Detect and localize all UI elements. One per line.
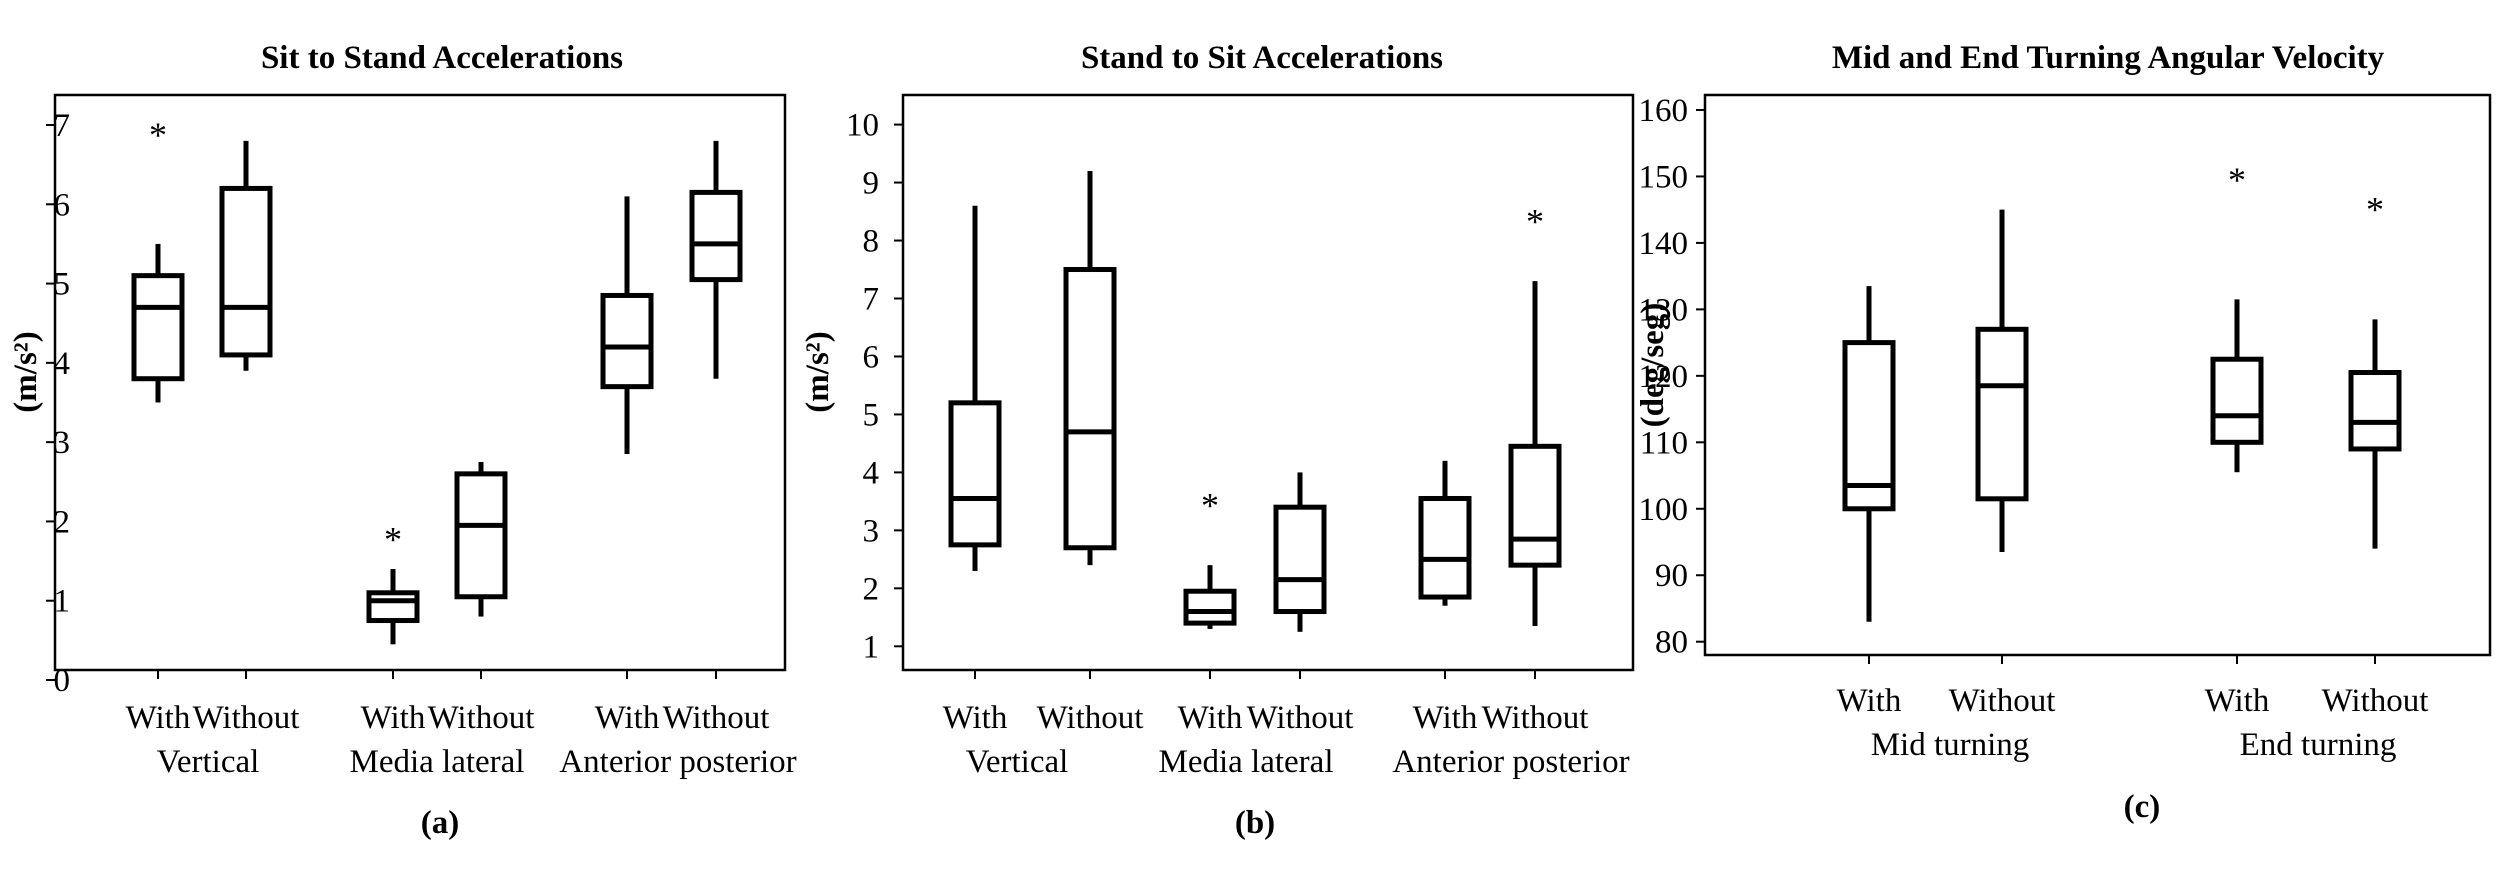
panel-1: Stand to Sit Accelerations (m/s²) (b) 1 2 3 4 5… — [800, 40, 1635, 841]
box-iqr — [1183, 588, 1237, 626]
chart-title: Stand to Sit Accelerations — [1081, 40, 1443, 76]
y-tick-label: 6 — [54, 187, 71, 223]
y-tick-label: 1 — [54, 584, 71, 620]
y-tick-label: 10 — [846, 108, 879, 144]
y-tick-label: 4 — [863, 455, 880, 491]
panel-label: (c) — [2124, 789, 2161, 825]
y-tick-label: 150 — [1639, 159, 1689, 195]
panel-label: (b) — [1235, 805, 1275, 841]
box-iqr — [689, 189, 743, 283]
category-label: With — [943, 700, 1008, 736]
group-label: End turning — [2240, 727, 2397, 763]
outlier-marker: * — [149, 115, 167, 155]
y-axis-label: (m/s²) — [800, 331, 836, 412]
y-tick-label: 140 — [1639, 226, 1689, 262]
panel-0: Sit to Stand Accelerations (m/s²) (a) 0 1 2 3 4… — [8, 40, 797, 841]
y-tick-label: 5 — [863, 397, 880, 433]
category-label: With — [126, 700, 191, 736]
y-tick-label: 0 — [54, 663, 71, 699]
outlier-marker: * — [1201, 486, 1219, 526]
box-iqr — [1508, 443, 1562, 568]
group-label: Vertical — [157, 744, 260, 780]
y-tick-label: 100 — [1639, 492, 1689, 528]
y-tick-label: 160 — [1639, 93, 1689, 129]
box-iqr — [1975, 326, 2029, 502]
category-label: Without — [1482, 700, 1589, 736]
box-iqr — [366, 590, 420, 624]
y-tick-label: 2 — [54, 504, 71, 540]
category-label: Without — [2322, 683, 2429, 719]
y-tick-label: 80 — [1655, 625, 1688, 661]
plot-frame — [53, 93, 787, 672]
outlier-marker: * — [2228, 160, 2246, 200]
category-label: Without — [428, 700, 535, 736]
box-iqr — [948, 400, 1002, 548]
y-tick-label: 1 — [863, 629, 880, 665]
box-iqr — [454, 471, 508, 600]
panel-2: Mid and End Turning Angular Velocity (deg… — [1635, 40, 2492, 825]
box-iqr — [1418, 495, 1472, 600]
category-label: Without — [193, 700, 300, 736]
y-axis-label: (m/s²) — [8, 331, 44, 412]
category-label: With — [1178, 700, 1243, 736]
outlier-marker: * — [2366, 190, 2384, 230]
chart-title: Sit to Stand Accelerations — [261, 40, 623, 76]
category-label: With — [1837, 683, 1902, 719]
group-label: Vertical — [966, 744, 1069, 780]
y-tick-label: 3 — [54, 425, 71, 461]
category-label: Without — [1037, 700, 1144, 736]
box-iqr — [1842, 340, 1896, 512]
plot-frame — [901, 93, 1635, 672]
y-tick-label: 3 — [863, 513, 880, 549]
y-tick-label: 5 — [54, 267, 71, 303]
outlier-marker: * — [384, 519, 402, 559]
category-label: With — [2205, 683, 2270, 719]
panel-label: (a) — [421, 805, 459, 841]
y-tick-label: 2 — [863, 571, 880, 607]
y-tick-label: 7 — [54, 108, 71, 144]
group-label: Media lateral — [350, 744, 525, 780]
outlier-marker: * — [1526, 202, 1544, 242]
box-iqr — [1063, 267, 1117, 551]
y-tick-label: 110 — [1640, 425, 1688, 461]
group-label: Anterior posterior — [1392, 744, 1629, 780]
y-tick-label: 90 — [1655, 558, 1688, 594]
category-label: Without — [1949, 683, 2056, 719]
y-tick-label: 120 — [1639, 359, 1689, 395]
group-label: Mid turning — [1871, 727, 2030, 763]
category-label: Without — [1247, 700, 1354, 736]
box-iqr — [2348, 370, 2402, 452]
y-axis-label: (deg/seg) — [1635, 303, 1671, 428]
group-label: Anterior posterior — [559, 744, 796, 780]
box-iqr — [219, 185, 273, 358]
y-tick-label: 8 — [863, 224, 880, 260]
box-iqr — [600, 292, 654, 390]
category-label: With — [1413, 700, 1478, 736]
box-iqr — [1273, 504, 1327, 615]
chart-title: Mid and End Turning Angular Velocity — [1832, 40, 2385, 76]
box-iqr — [2210, 356, 2264, 445]
category-label: Without — [663, 700, 770, 736]
box-iqr — [131, 273, 185, 382]
category-label: With — [361, 700, 426, 736]
group-label: Media lateral — [1159, 744, 1334, 780]
y-tick-label: 6 — [863, 339, 880, 375]
category-label: With — [595, 700, 660, 736]
y-tick-label: 7 — [863, 281, 880, 317]
y-tick-label: 9 — [863, 166, 880, 202]
y-tick-label: 4 — [54, 346, 71, 382]
y-tick-label: 130 — [1639, 292, 1689, 328]
